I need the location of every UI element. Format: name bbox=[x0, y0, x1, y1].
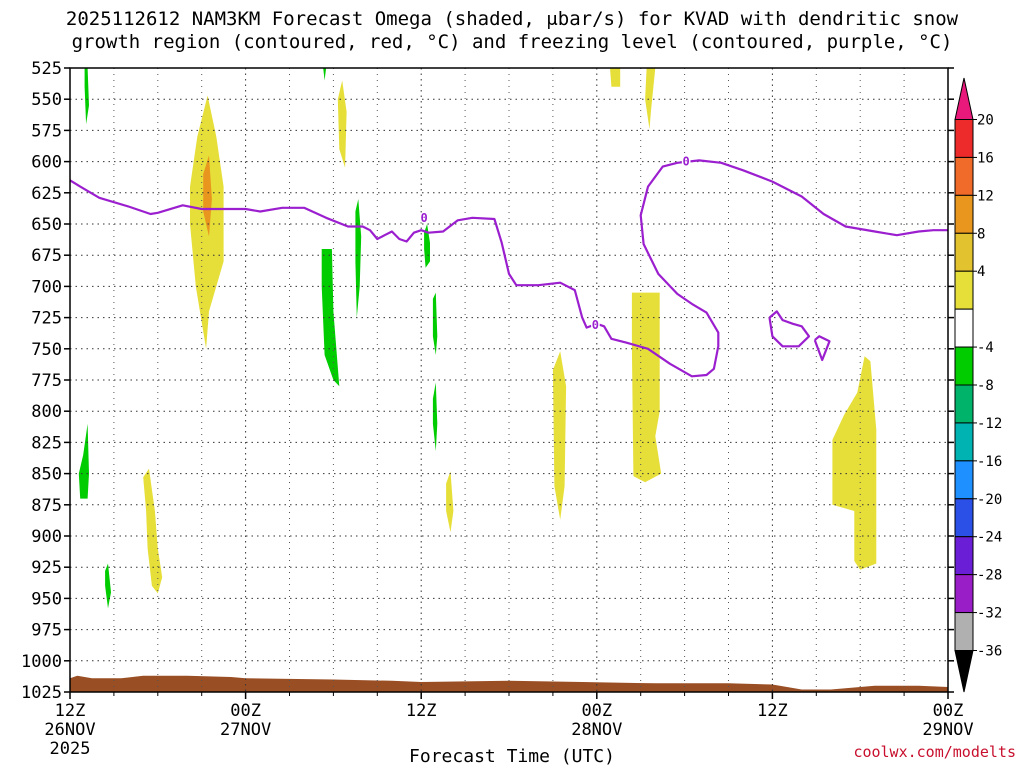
colorbar-label: 12 bbox=[977, 188, 994, 204]
x-tick-label: 28NOV bbox=[571, 720, 622, 740]
y-tick-label: 725 bbox=[31, 309, 62, 329]
colorbar-bin bbox=[954, 460, 974, 500]
contour-label: 0 bbox=[421, 211, 428, 225]
x-tick-label: 12Z bbox=[406, 701, 437, 721]
omega-negative-region bbox=[105, 563, 111, 609]
colorbar-label: 20 bbox=[977, 113, 994, 129]
credit-text: coolwx.com/modelts bbox=[853, 743, 1016, 761]
colorbar-label: 4 bbox=[977, 264, 985, 280]
x-tick-label: 00Z bbox=[230, 701, 261, 721]
omega-negative-region bbox=[84, 68, 89, 125]
y-tick-label: 900 bbox=[31, 527, 62, 547]
omega-negative-region bbox=[323, 68, 327, 81]
x-tick-label: 27NOV bbox=[220, 720, 271, 740]
y-tick-label: 925 bbox=[31, 558, 62, 578]
colorbar-label: -20 bbox=[977, 492, 1002, 508]
colorbar-bin bbox=[954, 308, 974, 348]
contour-label: 0 bbox=[592, 318, 599, 332]
y-tick-label: 675 bbox=[31, 246, 62, 266]
x-tick-label: 12Z bbox=[55, 701, 86, 721]
colorbar-bin bbox=[954, 194, 974, 234]
colorbar-label: -24 bbox=[977, 530, 1002, 546]
colorbar-bin bbox=[954, 384, 974, 424]
omega-positive-region bbox=[552, 351, 567, 520]
colorbar-label: 8 bbox=[977, 226, 985, 242]
colorbar-bin bbox=[954, 119, 974, 158]
x-axis-title: Forecast Time (UTC) bbox=[409, 746, 615, 767]
freezing-level-island bbox=[813, 335, 831, 362]
colorbar-label: -28 bbox=[977, 568, 1002, 584]
y-tick-label: 1025 bbox=[21, 683, 62, 703]
y-tick-label: 800 bbox=[31, 402, 62, 422]
colorbar-label: -8 bbox=[977, 378, 994, 394]
colorbar-bin bbox=[954, 422, 974, 462]
omega-positive-region bbox=[610, 68, 621, 87]
omega-negative-region bbox=[355, 199, 362, 318]
chart-title-line1: 2025112612 NAM3KM Forecast Omega (shaded… bbox=[65, 8, 959, 30]
y-tick-label: 625 bbox=[31, 184, 62, 204]
y-tick-label: 825 bbox=[31, 433, 62, 453]
colorbar-label: -4 bbox=[977, 340, 994, 356]
colorbar-label: -12 bbox=[977, 416, 1002, 432]
colorbar-label: -16 bbox=[977, 454, 1002, 470]
colorbar-bin bbox=[954, 574, 974, 614]
x-tick-label: 26NOV bbox=[44, 720, 95, 740]
omega-negative-region bbox=[432, 382, 438, 452]
omega-positive-region bbox=[337, 80, 347, 168]
y-tick-label: 525 bbox=[31, 59, 62, 79]
omega-positive-region bbox=[203, 155, 212, 237]
colorbar-top-arrow bbox=[954, 77, 974, 120]
x-tick-label: 29NOV bbox=[922, 720, 973, 740]
colorbar-bin bbox=[954, 498, 974, 538]
colorbar-bin bbox=[954, 156, 974, 196]
colorbar-label: -32 bbox=[977, 606, 1002, 622]
freezing-level-island bbox=[768, 310, 811, 348]
colorbar-bin bbox=[954, 232, 974, 272]
y-tick-label: 650 bbox=[31, 215, 62, 235]
y-tick-label: 750 bbox=[31, 340, 62, 360]
omega-positive-region bbox=[631, 292, 662, 483]
chart-title-line2: growth region (contoured, red, °C) and f… bbox=[71, 31, 953, 53]
colorbar-bin bbox=[954, 536, 974, 576]
freezing-level-contour bbox=[69, 159, 948, 378]
y-tick-label: 550 bbox=[31, 90, 62, 110]
y-tick-label: 600 bbox=[31, 153, 62, 173]
x-tick-label: 2025 bbox=[50, 739, 91, 759]
y-tick-label: 975 bbox=[31, 621, 62, 641]
y-tick-label: 875 bbox=[31, 496, 62, 516]
y-tick-label: 850 bbox=[31, 465, 62, 485]
omega-positive-region bbox=[645, 68, 656, 130]
omega-negative-region bbox=[321, 249, 340, 387]
omega-negative-region bbox=[78, 423, 89, 499]
contour-label: 0 bbox=[682, 155, 689, 169]
y-tick-label: 1000 bbox=[21, 652, 62, 672]
colorbar-label: -36 bbox=[977, 644, 1002, 660]
colorbar-bottom-arrow bbox=[954, 650, 974, 693]
colorbar-bin bbox=[954, 346, 974, 386]
x-tick-label: 12Z bbox=[757, 701, 788, 721]
omega-positive-region bbox=[446, 471, 454, 533]
x-tick-label: 00Z bbox=[933, 701, 964, 721]
y-tick-label: 950 bbox=[31, 589, 62, 609]
omega-negative-region bbox=[432, 292, 438, 355]
terrain-area bbox=[70, 675, 948, 692]
colorbar-bin bbox=[954, 612, 974, 651]
omega-positive-region bbox=[143, 468, 163, 594]
omega-negative-region bbox=[424, 224, 430, 268]
y-tick-label: 575 bbox=[31, 121, 62, 141]
colorbar-label: 16 bbox=[977, 150, 994, 166]
colorbar-bin bbox=[954, 270, 974, 310]
omega-positive-region bbox=[832, 356, 877, 570]
y-tick-label: 775 bbox=[31, 371, 62, 391]
y-tick-label: 700 bbox=[31, 277, 62, 297]
x-tick-label: 00Z bbox=[581, 701, 612, 721]
